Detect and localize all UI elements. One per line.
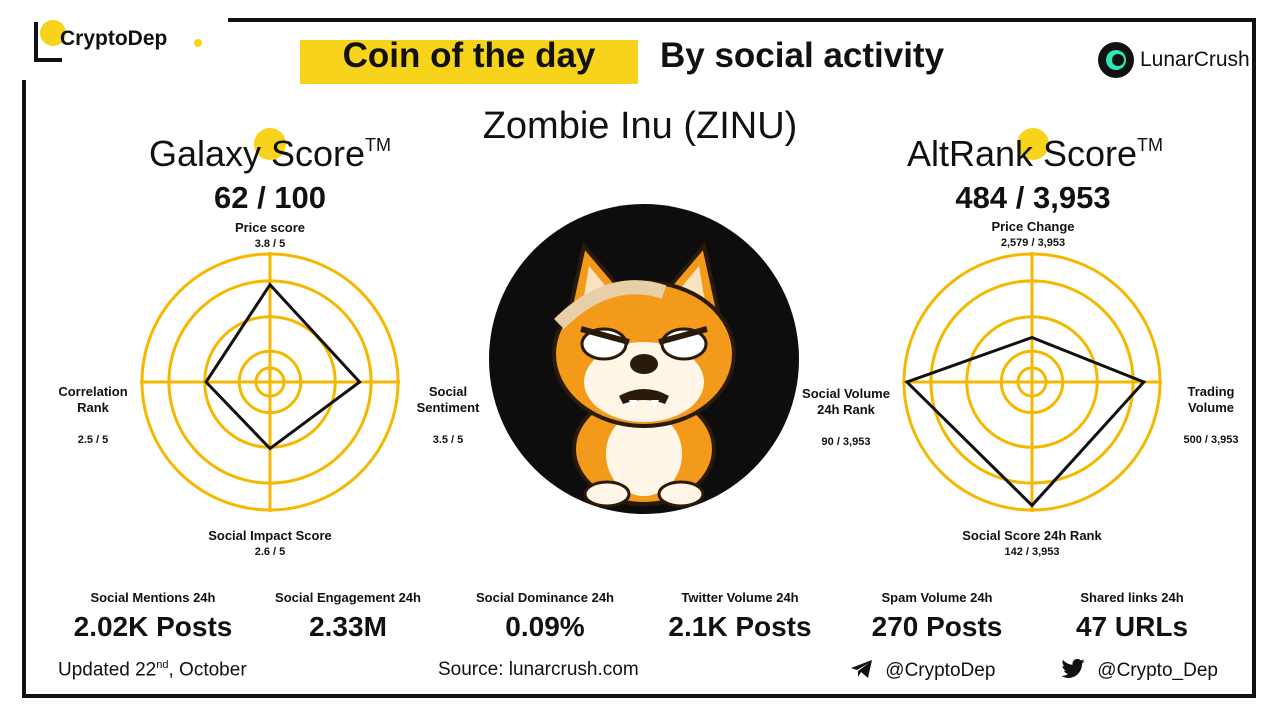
- galaxy-axis-left-value: 2.5 / 5: [77, 434, 109, 446]
- altrank-score-value: 484 / 3,953: [955, 180, 1111, 215]
- twitter-handle-text: @Crypto_Dep: [1097, 660, 1218, 681]
- telegram-handle-text: @CryptoDep: [885, 660, 996, 681]
- updated-date: Updated 22nd, October: [58, 659, 247, 681]
- lunarcrush-logo-icon: [1098, 42, 1134, 78]
- galaxy-title-text: Galaxy Score: [148, 133, 366, 174]
- content-frame: [22, 18, 1256, 698]
- stat-label: Social Mentions 24h: [90, 590, 216, 605]
- lunarcrush-wordmark: LunarCrush: [1140, 48, 1250, 71]
- logo-text: CryptoDep: [60, 27, 168, 50]
- altrank-score-title: AltRank ScoreTM: [880, 133, 1190, 175]
- stat-value: 2.02K Posts: [73, 611, 233, 642]
- stat-value: 2.1K Posts: [668, 611, 812, 642]
- altrank-axis-bottom-value: 142 / 3,953: [1004, 546, 1060, 558]
- galaxy-axis-bottom-value: 2.6 / 5: [254, 546, 286, 558]
- stat-value: 47 URLs: [1075, 611, 1189, 642]
- logo-yellow-dot: [40, 20, 66, 46]
- altrank-yellow-dot: [1017, 128, 1049, 160]
- galaxy-axis-left-label: Correlation Rank: [58, 384, 128, 415]
- coin-name: Zombie Inu (ZINU): [482, 105, 798, 147]
- twitter-icon: [1061, 658, 1085, 678]
- logo-bracket: [34, 22, 38, 62]
- page-subtitle: By social activity: [660, 36, 945, 75]
- coin-mascot-image: [489, 204, 799, 514]
- page-title: Coin of the day: [342, 36, 596, 75]
- stat-social-engagement: Social Engagement 24h 2.33M: [253, 590, 443, 643]
- altrank-axis-right-value: 500 / 3,953: [1183, 434, 1239, 446]
- telegram-icon: [851, 660, 872, 678]
- stat-social-dominance: Social Dominance 24h 0.09%: [450, 590, 640, 643]
- galaxy-axis-top: Price score 3.8 / 5: [200, 220, 340, 252]
- altrank-radar-chart: [902, 252, 1162, 512]
- galaxy-axis-right: Social Sentiment 3.5 / 5: [405, 368, 491, 464]
- galaxy-score-title: Galaxy ScoreTM: [120, 133, 420, 175]
- stat-label: Shared links 24h: [1080, 590, 1184, 605]
- stat-value: 2.33M: [309, 611, 387, 642]
- galaxy-axis-top-label: Price score: [234, 220, 306, 235]
- galaxy-radar-chart: [140, 252, 400, 512]
- altrank-axis-left: Social Volume 24h Rank 90 / 3,953: [792, 370, 900, 466]
- galaxy-axis-right-value: 3.5 / 5: [432, 434, 464, 446]
- altrank-axis-left-value: 90 / 3,953: [821, 436, 871, 448]
- altrank-axis-bottom: Social Score 24h Rank 142 / 3,953: [942, 528, 1122, 560]
- stat-spam-volume: Spam Volume 24h 270 Posts: [842, 590, 1032, 643]
- stat-shared-links: Shared links 24h 47 URLs: [1037, 590, 1227, 643]
- cryptodep-logo[interactable]: CryptoDep: [34, 20, 204, 64]
- altrank-axis-right: Trading Volume 500 / 3,953: [1166, 368, 1256, 464]
- logo-bracket-foot: [34, 58, 62, 62]
- galaxy-axis-left: Correlation Rank 2.5 / 5: [48, 368, 138, 464]
- altrank-axis-right-label: Trading Volume: [1187, 384, 1235, 415]
- stat-social-mentions: Social Mentions 24h 2.02K Posts: [58, 590, 248, 643]
- altrank-title-text: AltRank Score: [906, 133, 1138, 174]
- galaxy-axis-bottom-label: Social Impact Score: [208, 528, 332, 543]
- updated-sup: nd: [156, 659, 169, 671]
- stat-label: Social Dominance 24h: [476, 590, 614, 605]
- logo-area: CryptoDep: [0, 0, 228, 80]
- altrank-axis-top-value: 2,579 / 3,953: [1000, 237, 1066, 249]
- stat-label: Twitter Volume 24h: [681, 590, 799, 605]
- twitter-handle[interactable]: @Crypto_Dep: [1061, 658, 1218, 682]
- stat-label: Spam Volume 24h: [881, 590, 993, 605]
- title-highlight: [300, 40, 638, 84]
- galaxy-tm: TM: [365, 135, 392, 155]
- updated-prefix: Updated 22: [58, 659, 157, 681]
- source-text: Source: lunarcrush.com: [438, 659, 639, 680]
- altrank-axis-top-label: Price Change: [991, 219, 1075, 234]
- altrank-data-polygon: [904, 335, 1147, 508]
- stat-twitter-volume: Twitter Volume 24h 2.1K Posts: [645, 590, 835, 643]
- stat-label: Social Engagement 24h: [275, 590, 421, 605]
- stat-value: 0.09%: [505, 611, 585, 642]
- altrank-axis-bottom-label: Social Score 24h Rank: [962, 528, 1102, 543]
- galaxy-axis-right-label: Social Sentiment: [416, 384, 480, 415]
- stat-value: 270 Posts: [871, 611, 1003, 642]
- updated-suffix: , October: [168, 659, 247, 681]
- logo-small-dot: [194, 39, 202, 47]
- galaxy-data-polygon: [204, 282, 362, 451]
- galaxy-axis-top-value: 3.8 / 5: [254, 238, 286, 250]
- altrank-tm: TM: [1137, 135, 1164, 155]
- galaxy-axis-bottom: Social Impact Score 2.6 / 5: [170, 528, 370, 560]
- altrank-axis-left-label: Social Volume 24h Rank: [802, 386, 890, 417]
- galaxy-score-value: 62 / 100: [213, 180, 327, 215]
- galaxy-yellow-dot: [254, 128, 286, 160]
- telegram-handle[interactable]: @CryptoDep: [850, 659, 995, 682]
- altrank-axis-top: Price Change 2,579 / 3,953: [960, 219, 1106, 251]
